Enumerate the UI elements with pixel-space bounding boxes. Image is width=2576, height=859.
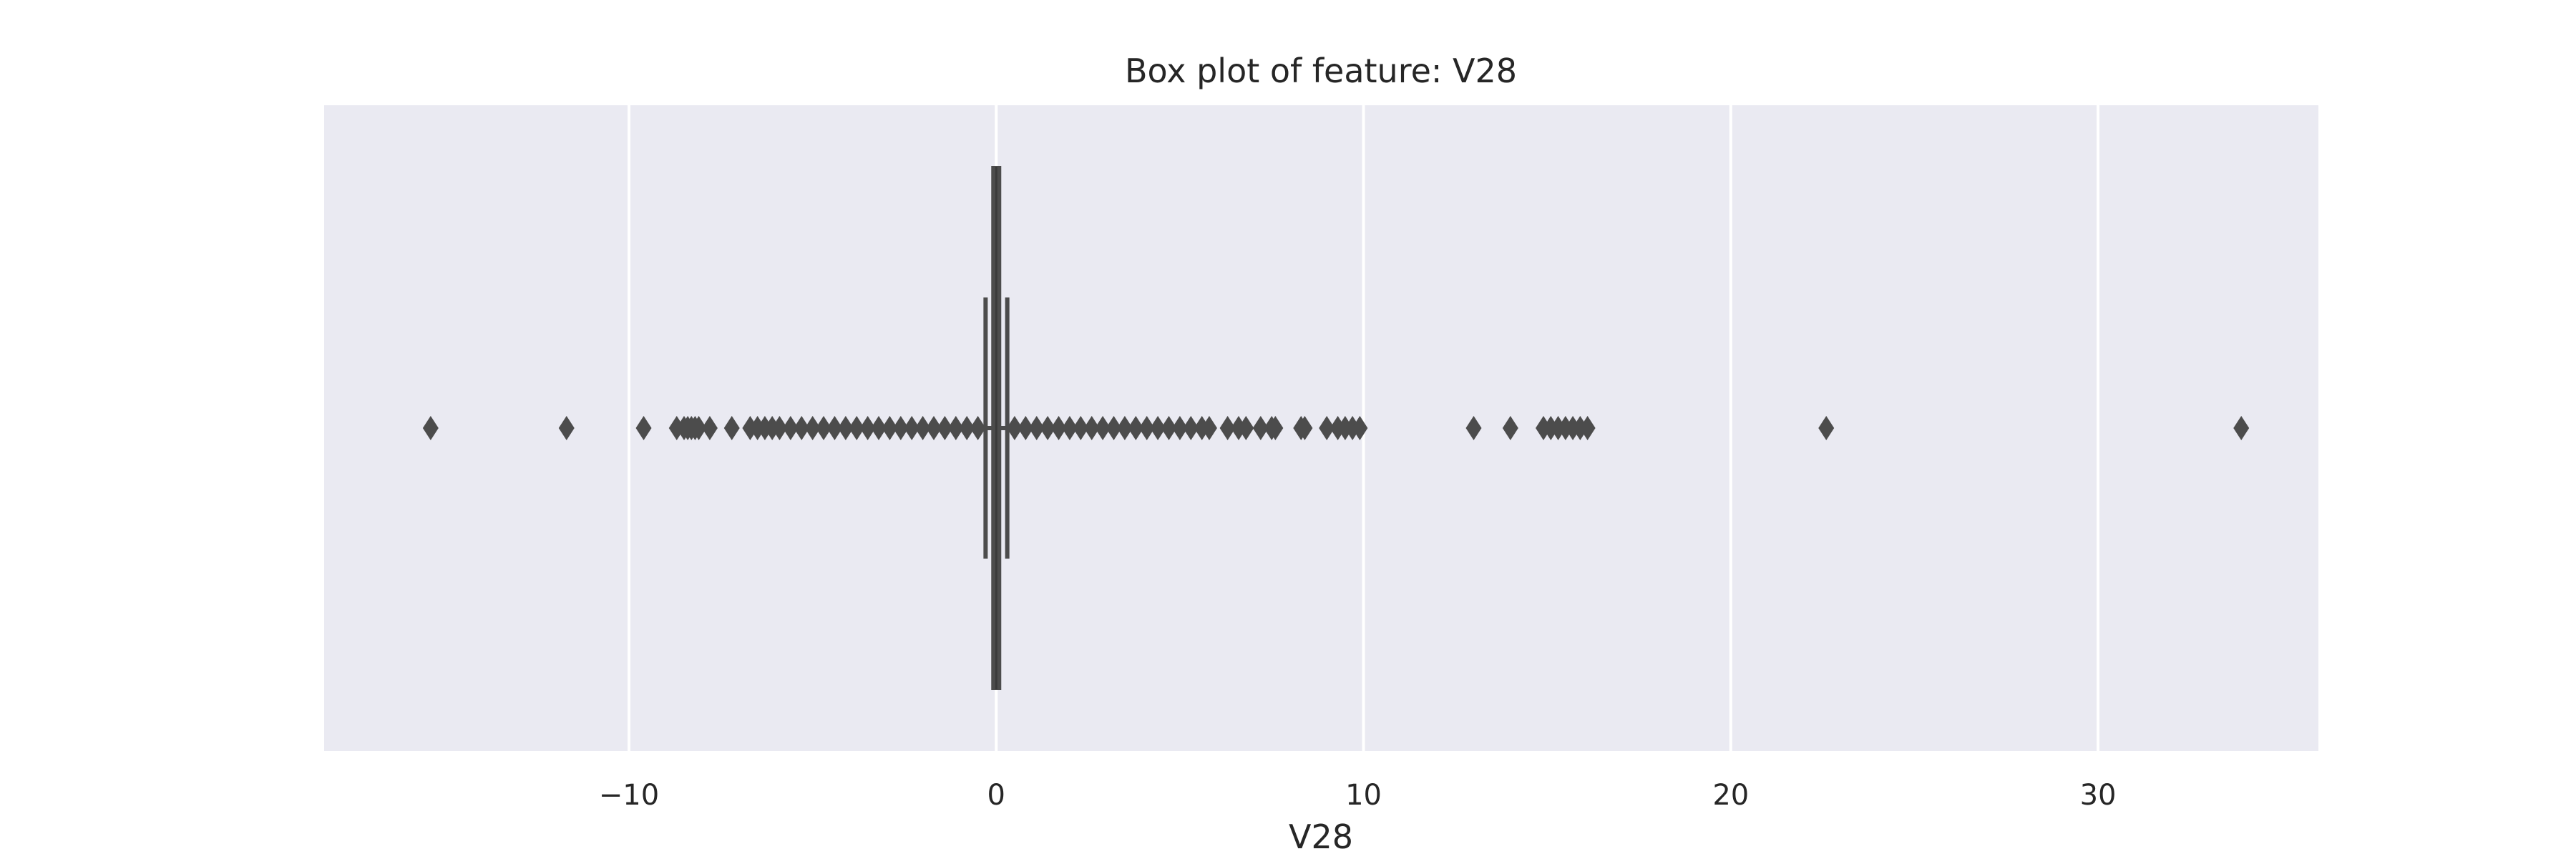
outlier-point [1252, 416, 1269, 440]
box-group [983, 166, 1010, 690]
outlier-point [1171, 416, 1188, 440]
outlier-point [1040, 416, 1056, 440]
x-axis-ticks: −10 0 10 20 30 [599, 779, 2117, 812]
outlier-point [1579, 416, 1596, 440]
outlier-point [1018, 416, 1034, 440]
outlier-point [1201, 416, 1217, 440]
x-tick-label: 30 [2080, 779, 2117, 812]
outlier-point [422, 416, 439, 440]
outlier-point [1183, 416, 1199, 440]
outlier-point [816, 416, 832, 440]
outlier-points [422, 416, 2250, 440]
outlier-point [794, 416, 810, 440]
outlier-point [804, 416, 821, 440]
outlier-point [771, 416, 788, 440]
outlier-point [1465, 416, 1482, 440]
outlier-point [926, 416, 942, 440]
outlier-point [1106, 416, 1122, 440]
outlier-point [892, 416, 909, 440]
outlier-point [1267, 416, 1284, 440]
outlier-point [691, 416, 707, 440]
x-axis-label: V28 [1289, 817, 1353, 856]
outlier-point [1161, 416, 1177, 440]
outlier-point [635, 416, 652, 440]
outlier-point [837, 416, 854, 440]
outlier-point [1297, 416, 1313, 440]
outlier-point [1238, 416, 1254, 440]
outlier-point [826, 416, 843, 440]
outlier-point [959, 416, 975, 440]
outlier-point [970, 416, 986, 440]
outlier-point [1050, 416, 1067, 440]
outlier-point [937, 416, 953, 440]
outlier-point [2233, 416, 2250, 440]
outlier-point [849, 416, 865, 440]
outlier-point [782, 416, 799, 440]
outlier-point [1006, 416, 1023, 440]
outlier-point [1061, 416, 1078, 440]
outlier-point [859, 416, 876, 440]
outlier-point [1319, 416, 1335, 440]
outlier-point [882, 416, 898, 440]
x-tick-label: 0 [987, 779, 1005, 812]
chart-title: Box plot of feature: V28 [1125, 52, 1517, 90]
outlier-point [1502, 416, 1518, 440]
outlier-point [723, 416, 740, 440]
outlier-point [1116, 416, 1133, 440]
outlier-point [1095, 416, 1111, 440]
outlier-point [947, 416, 964, 440]
outlier-point [1818, 416, 1835, 440]
outlier-point [1150, 416, 1166, 440]
outlier-point [1128, 416, 1144, 440]
outlier-point [1028, 416, 1045, 440]
outlier-point [1219, 416, 1236, 440]
outlier-point [1083, 416, 1100, 440]
x-tick-label: −10 [599, 779, 659, 812]
outlier-point [914, 416, 931, 440]
outlier-point [1352, 416, 1368, 440]
x-tick-label: 10 [1345, 779, 1382, 812]
outlier-point [904, 416, 920, 440]
outlier-point [1138, 416, 1155, 440]
outlier-point [1073, 416, 1089, 440]
x-tick-label: 20 [1712, 779, 1749, 812]
outlier-point [701, 416, 718, 440]
outlier-point [558, 416, 575, 440]
outlier-point [871, 416, 887, 440]
